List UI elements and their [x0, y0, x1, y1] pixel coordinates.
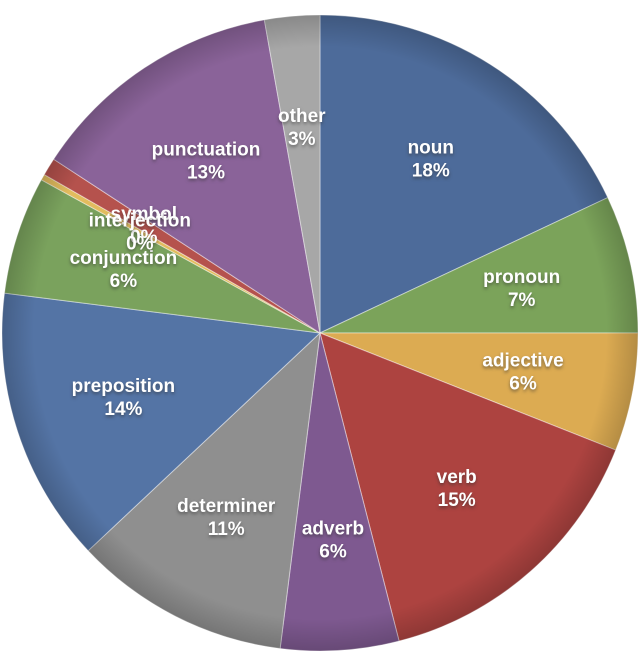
slice-label-percent: 6% — [110, 271, 138, 292]
slice-label-name: pronoun — [483, 267, 560, 288]
slice-label-percent: 6% — [509, 374, 537, 395]
slice-label-percent: 14% — [104, 399, 142, 420]
slice-label-percent: 11% — [208, 519, 245, 540]
slice-label-name: symbol — [111, 204, 178, 225]
slice-label-name: punctuation — [152, 140, 261, 161]
slice-label-name: noun — [408, 138, 454, 159]
slice-label-name: conjunction — [70, 248, 178, 269]
slice-label-percent: 15% — [438, 490, 476, 511]
slice-label-percent: 18% — [412, 161, 450, 182]
slice-label-name: determiner — [177, 496, 276, 517]
slice-label-name: other — [278, 106, 326, 127]
slice-label-percent: 0% — [130, 227, 158, 248]
slice-label-percent: 7% — [508, 290, 536, 311]
slice-label-name: adverb — [302, 518, 364, 539]
slice-label-name: preposition — [72, 376, 175, 397]
slice-label-name: verb — [437, 467, 477, 488]
slice-label-percent: 0% — [126, 234, 154, 255]
slice-label-name: adjective — [482, 351, 563, 372]
pie-rim-shading — [2, 15, 638, 651]
slice-label-name: interjection — [89, 211, 191, 232]
slice-label-percent: 3% — [288, 129, 316, 150]
slice-label-percent: 6% — [319, 541, 347, 562]
slice-label-percent: 13% — [187, 163, 225, 184]
